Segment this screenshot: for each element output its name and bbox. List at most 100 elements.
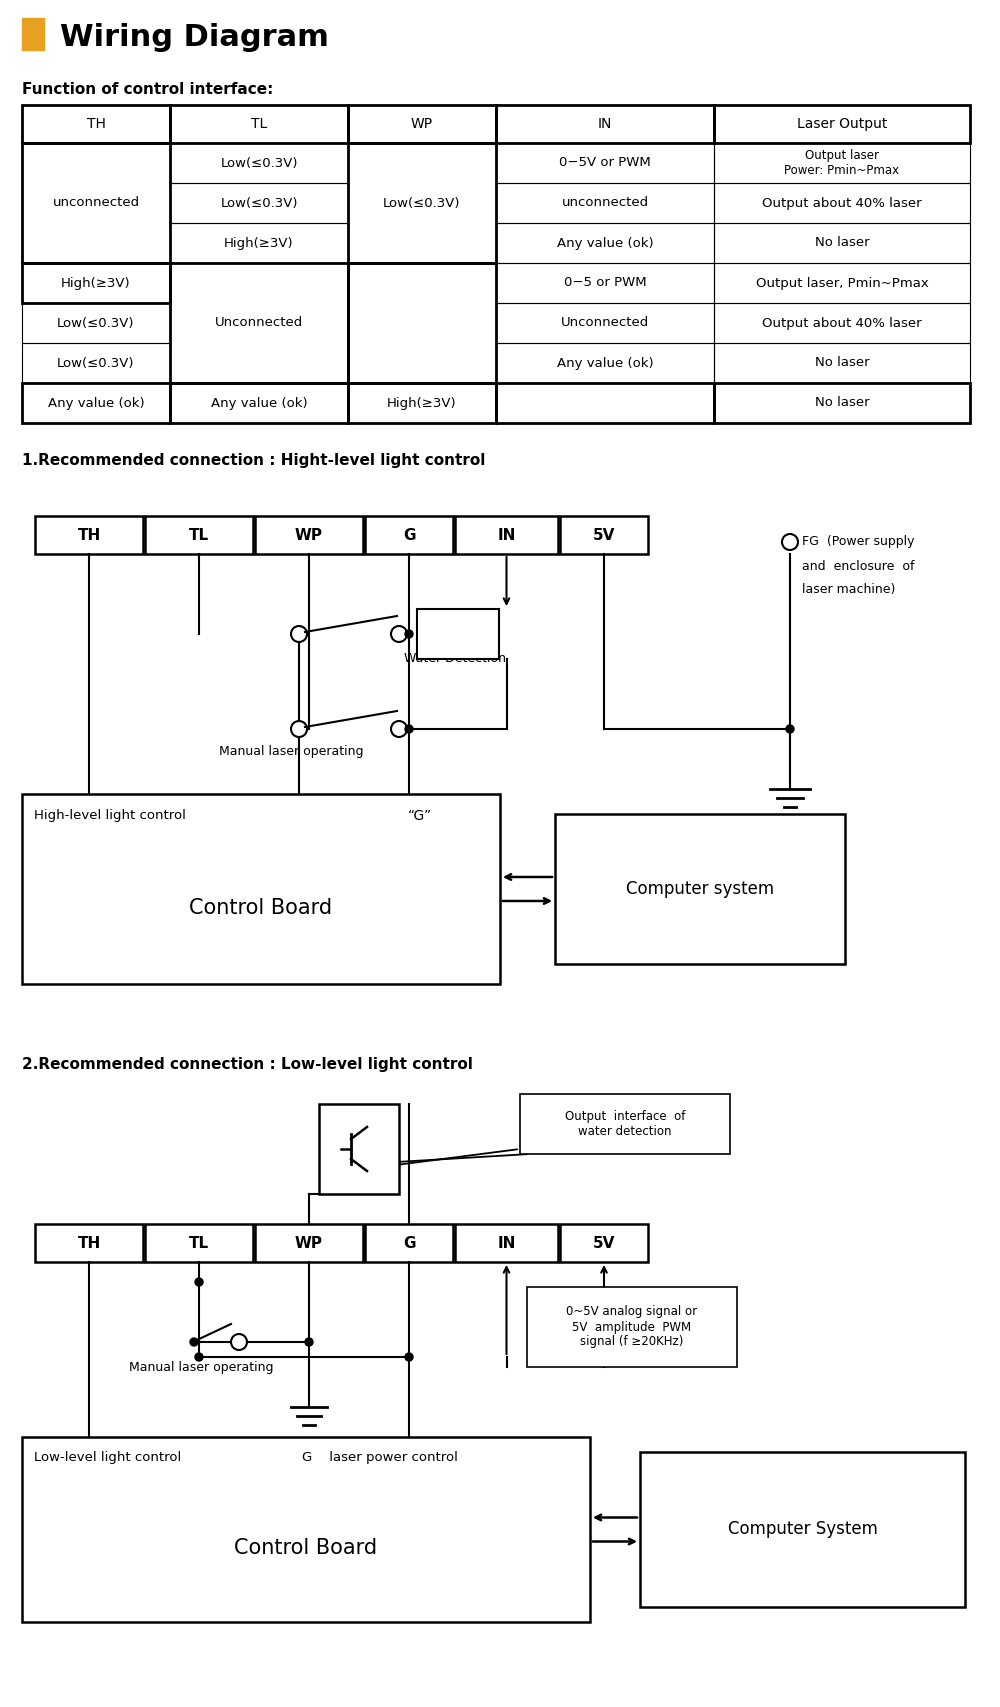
- Text: Low(≤0.3V): Low(≤0.3V): [383, 196, 461, 210]
- Text: Manual laser operating: Manual laser operating: [129, 1360, 274, 1374]
- Text: Low-level light control: Low-level light control: [34, 1451, 181, 1463]
- Bar: [170, 382, 348, 423]
- Text: TH: TH: [77, 1236, 101, 1251]
- Text: No laser: No laser: [815, 357, 869, 369]
- Bar: [714, 343, 970, 382]
- Text: TH: TH: [87, 118, 105, 131]
- Bar: [555, 814, 845, 964]
- Text: Any value (ok): Any value (ok): [557, 357, 653, 369]
- Text: Computer system: Computer system: [626, 881, 774, 898]
- Text: Computer System: Computer System: [728, 1521, 877, 1538]
- Circle shape: [195, 1279, 203, 1285]
- Bar: [170, 106, 348, 143]
- Bar: [255, 1224, 363, 1261]
- Text: TH: TH: [77, 527, 101, 543]
- Circle shape: [405, 1354, 413, 1360]
- Bar: [496, 183, 714, 224]
- Bar: [35, 516, 143, 555]
- Bar: [496, 382, 714, 423]
- Bar: [255, 516, 363, 555]
- Bar: [496, 263, 714, 304]
- Text: WP: WP: [411, 118, 433, 131]
- Bar: [145, 516, 253, 555]
- Bar: [560, 1224, 648, 1261]
- Text: High(≥3V): High(≥3V): [224, 237, 294, 249]
- Text: No laser: No laser: [815, 396, 869, 410]
- Bar: [365, 1224, 453, 1261]
- Text: Low(≤0.3V): Low(≤0.3V): [220, 196, 298, 210]
- Bar: [714, 183, 970, 224]
- Text: High(≥3V): High(≥3V): [387, 396, 457, 410]
- Text: No laser: No laser: [815, 237, 869, 249]
- Bar: [714, 224, 970, 263]
- Text: Low(≤0.3V): Low(≤0.3V): [57, 316, 135, 329]
- Bar: [348, 382, 496, 423]
- Text: Control Board: Control Board: [234, 1538, 378, 1558]
- Text: Output laser
Power: Pmin~Pmax: Output laser Power: Pmin~Pmax: [784, 149, 900, 178]
- Bar: [496, 143, 714, 183]
- Bar: [170, 224, 348, 263]
- Text: 1.Recommended connection : Hight-level light control: 1.Recommended connection : Hight-level l…: [22, 454, 485, 468]
- Text: Function of control interface:: Function of control interface:: [22, 82, 273, 97]
- Text: Low(≤0.3V): Low(≤0.3V): [220, 157, 298, 169]
- Bar: [145, 1224, 253, 1261]
- Bar: [496, 304, 714, 343]
- Bar: [22, 343, 170, 382]
- Bar: [22, 143, 170, 263]
- Text: 0−5 or PWM: 0−5 or PWM: [564, 277, 646, 290]
- Text: Any value (ok): Any value (ok): [48, 396, 144, 410]
- Text: Any value (ok): Any value (ok): [557, 237, 653, 249]
- Bar: [22, 263, 170, 304]
- Bar: [170, 143, 348, 183]
- Text: Unconnected: Unconnected: [561, 316, 649, 329]
- Text: Output  interface  of
water detection: Output interface of water detection: [565, 1110, 685, 1139]
- Text: 2.Recommended connection : Low-level light control: 2.Recommended connection : Low-level lig…: [22, 1057, 473, 1072]
- Bar: [496, 106, 714, 143]
- Bar: [496, 224, 714, 263]
- Bar: [455, 1224, 558, 1261]
- Bar: [640, 1453, 965, 1606]
- Text: 5V: 5V: [593, 1236, 615, 1251]
- Text: Control Board: Control Board: [189, 898, 333, 918]
- Text: Water Detection: Water Detection: [404, 652, 506, 666]
- Text: G: G: [403, 527, 415, 543]
- Text: unconnected: unconnected: [52, 196, 140, 210]
- Bar: [170, 263, 348, 382]
- Text: and  enclosure  of: and enclosure of: [802, 560, 914, 572]
- Text: FG  (Power supply: FG (Power supply: [802, 536, 914, 548]
- Text: Any value (ok): Any value (ok): [211, 396, 307, 410]
- Circle shape: [195, 1354, 203, 1360]
- Text: Laser Output: Laser Output: [797, 118, 887, 131]
- Text: unconnected: unconnected: [561, 196, 649, 210]
- Bar: [714, 304, 970, 343]
- Text: G    laser power control: G laser power control: [302, 1451, 458, 1463]
- Text: High(≥3V): High(≥3V): [61, 277, 131, 290]
- Bar: [319, 1104, 399, 1193]
- Circle shape: [405, 725, 413, 732]
- Circle shape: [405, 630, 413, 638]
- Bar: [22, 19, 44, 50]
- Bar: [455, 516, 558, 555]
- Text: G: G: [403, 1236, 415, 1251]
- Text: TL: TL: [189, 1236, 209, 1251]
- Text: 0~5V analog signal or
5V  amplitude  PWM
signal (f ≥20KHz): 0~5V analog signal or 5V amplitude PWM s…: [566, 1306, 697, 1349]
- Bar: [170, 183, 348, 224]
- Bar: [417, 609, 498, 659]
- Bar: [22, 304, 170, 343]
- Circle shape: [305, 1338, 313, 1347]
- Text: Low(≤0.3V): Low(≤0.3V): [57, 357, 135, 369]
- Text: IN: IN: [598, 118, 612, 131]
- Bar: [348, 263, 496, 382]
- Text: Manual laser operating: Manual laser operating: [219, 744, 364, 758]
- Bar: [22, 794, 500, 983]
- Bar: [520, 1094, 730, 1154]
- Bar: [365, 516, 453, 555]
- Text: IN: IN: [497, 1236, 516, 1251]
- Text: “G”: “G”: [408, 809, 432, 823]
- Text: TL: TL: [251, 118, 267, 131]
- Text: IN: IN: [497, 527, 516, 543]
- Text: High-level light control: High-level light control: [34, 809, 186, 823]
- Text: Output about 40% laser: Output about 40% laser: [762, 196, 922, 210]
- Text: Unconnected: Unconnected: [215, 316, 303, 329]
- Bar: [496, 343, 714, 382]
